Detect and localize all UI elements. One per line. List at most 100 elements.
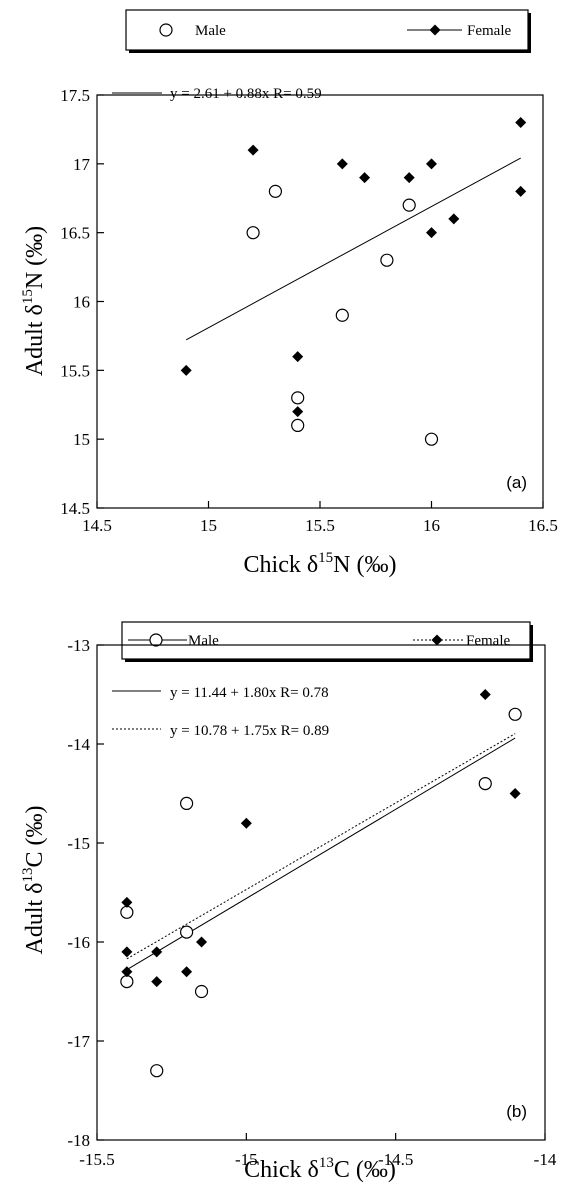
y-tick-label: 17 (73, 155, 91, 174)
y-tick-label: -17 (67, 1032, 90, 1051)
male-point (380, 253, 394, 267)
x-axis-label-suffix: C (‰) (334, 1157, 396, 1183)
x-axis: 14.5 15 15.5 16 16.5 (82, 501, 558, 535)
female-point (121, 966, 133, 978)
female-point (292, 406, 304, 418)
female-point (292, 351, 304, 363)
x-tick-label: 16.5 (528, 516, 558, 535)
x-tick-label: -15.5 (79, 1150, 114, 1169)
legend: Male Female (121, 621, 533, 662)
male-point (120, 974, 134, 989)
male-point (291, 391, 305, 405)
legend-marker-female (431, 634, 443, 646)
series-female (180, 117, 527, 418)
female-point (509, 788, 521, 799)
y-axis: -18 -17 -16 -15 -14 -13 (67, 636, 104, 1150)
y-tick-label: -16 (67, 933, 90, 952)
male-point (194, 984, 209, 999)
female-point (515, 117, 527, 129)
female-point (151, 976, 163, 988)
female-point (403, 172, 415, 184)
y-axis-label: Adult δ13C (‰) (20, 806, 48, 955)
fit-line-1 (126, 733, 516, 960)
plot-frame (96, 94, 544, 509)
x-tick-label: 15.5 (305, 516, 335, 535)
x-tick-label: -14.5 (378, 1150, 413, 1169)
panel-label: (a) (506, 473, 527, 492)
y-axis-label-prefix: Adult δ (22, 304, 48, 376)
legend-label-male: Male (195, 23, 226, 39)
x-tick-label: 16 (423, 516, 440, 535)
y-axis-label-suffix: C (‰) (22, 806, 48, 868)
female-point (151, 946, 163, 958)
panel-b: Male Female-15.5 -15 -14.5 -14-18-17-16-15-1… (20, 621, 557, 1183)
y-tick-label: -18 (67, 1131, 90, 1150)
male-point (180, 925, 194, 939)
female-point (359, 172, 371, 184)
female-point (426, 158, 437, 170)
y-tick-label: -15 (67, 834, 90, 853)
male-point (150, 1064, 164, 1078)
x-tick-label: 14.5 (82, 516, 112, 535)
female-point (479, 689, 491, 700)
x-tick-label: 15 (200, 516, 217, 535)
y-tick-label: 16 (73, 293, 90, 312)
female-point (336, 158, 348, 170)
y-tick-label: 17.5 (60, 86, 90, 105)
y-tick-label: 15 (73, 430, 90, 449)
female-point (240, 817, 252, 829)
female-point (426, 227, 437, 239)
series-male (246, 184, 439, 446)
legend-label-female: Female (466, 633, 510, 649)
legend: Male Female (125, 9, 531, 53)
x-tick-label: -15 (235, 1150, 258, 1169)
male-point (268, 184, 282, 198)
fit-equation-0: y = 11.44 + 1.80x R= 0.78 (170, 685, 329, 701)
legend-marker-female (429, 24, 441, 36)
y-tick-label: 16.5 (60, 224, 90, 243)
y-axis-label-sup: 15 (20, 289, 36, 304)
male-point (180, 796, 194, 811)
x-axis-label: Chick δ15N (‰) (244, 550, 397, 578)
y-axis: 14.5 15 15.5 16 16.5 17 17.5 (60, 86, 104, 518)
female-point (121, 946, 133, 958)
female-point (448, 213, 460, 225)
x-axis: -15.5 -15 -14.5 -14 (79, 1133, 557, 1169)
fit-line-0 (185, 157, 521, 341)
male-point (478, 776, 492, 791)
x-axis-label-prefix: Chick δ (244, 552, 319, 578)
x-tick-label: -14 (534, 1150, 557, 1169)
female-point (515, 185, 527, 197)
female-point (196, 936, 208, 948)
fit-equation-0: y = 2.61 + 0.88x R= 0.59 (170, 86, 322, 102)
series-male (120, 707, 522, 1078)
y-axis-label-sup: 13 (20, 868, 36, 883)
male-point (246, 226, 260, 240)
x-axis-label-sup: 15 (318, 550, 333, 566)
plot-frame (96, 644, 546, 1141)
legend-marker-male (159, 23, 173, 37)
y-tick-label: -13 (67, 636, 90, 655)
y-tick-label: 14.5 (60, 499, 90, 518)
fit-equation-1: y = 10.78 + 1.75x R= 0.89 (170, 723, 329, 739)
y-axis-label: Adult δ15N (‰) (20, 226, 48, 376)
female-point (181, 966, 193, 978)
x-axis-label-prefix: Chick δ (244, 1157, 319, 1183)
male-point (120, 905, 134, 919)
legend-label-male: Male (188, 633, 219, 649)
female-point (121, 896, 133, 908)
y-tick-label: 15.5 (60, 361, 90, 380)
male-point (335, 308, 349, 322)
panel-a: Male Female 14.5 15 15.5 16 16.5 14.5 15 15.5 16 16… (20, 9, 558, 578)
male-point (424, 432, 439, 446)
x-axis-label-suffix: N (‰) (333, 552, 396, 578)
x-axis-label-sup: 13 (319, 1155, 334, 1171)
legend-label-female: Female (467, 23, 511, 39)
male-point (402, 198, 416, 212)
male-point (508, 707, 522, 721)
female-point (180, 364, 192, 376)
x-axis-label: Chick δ13C (‰) (244, 1155, 396, 1183)
legend-marker-male (149, 633, 163, 647)
male-point (291, 418, 305, 432)
